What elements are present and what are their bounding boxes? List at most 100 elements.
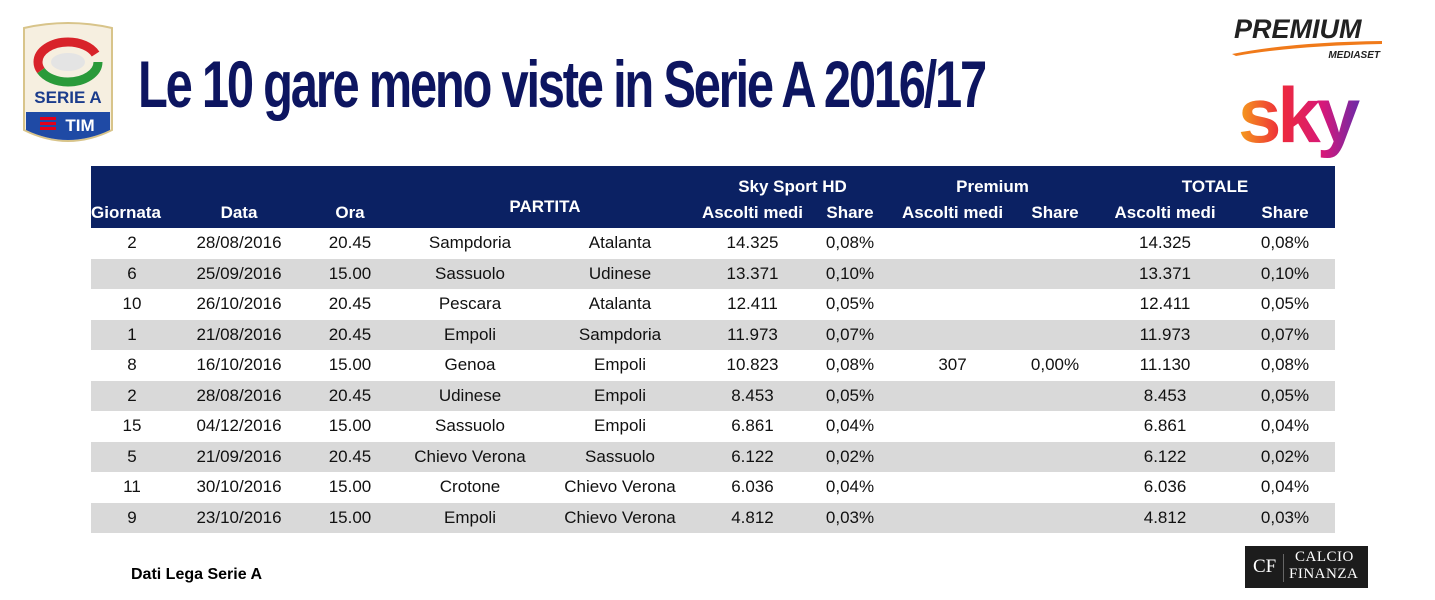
cell-home: Sassuolo	[435, 416, 505, 436]
least-watched-matches-table: Sky Sport HD Premium TOTALE Giornata Dat…	[91, 166, 1336, 533]
cell-tot-ascolti: 14.325	[1139, 233, 1192, 253]
cell-prem-share	[1015, 289, 1095, 320]
cell-sky-share: 0,02%	[810, 441, 891, 472]
cell-home: Pescara	[438, 294, 502, 314]
cf-monogram: CF	[1253, 556, 1277, 577]
cell-giornata: 11	[123, 477, 141, 497]
cell-tot-ascolti: 6.036	[1143, 477, 1187, 497]
cell-tot-ascolti: 11.130	[1139, 355, 1191, 375]
col-prem-share: Share	[1015, 197, 1096, 228]
premium-mediaset-logo: PREMIUM MEDIASET	[1232, 14, 1384, 62]
group-header-totale: TOTALE	[1095, 166, 1336, 197]
cell-giornata: 10	[122, 294, 142, 314]
cell-prem-ascolti	[890, 441, 1016, 472]
cell-data: 21/08/2016	[173, 319, 305, 350]
cell-ora: 20.45	[305, 441, 395, 472]
cell-prem-ascolti	[890, 502, 1016, 533]
table-row: 1 21/08/2016 20.45 Empoli Sampdoria 11.973 0,0…	[91, 319, 1336, 350]
cell-away: Sampdoria	[545, 319, 695, 350]
col-giornata: Giornata	[91, 197, 173, 228]
cell-giornata: 9	[91, 502, 173, 533]
cell-sky-ascolti: 10.823	[726, 355, 779, 375]
cell-away: Udinese	[545, 258, 695, 289]
col-data: Data	[173, 197, 305, 228]
cell-prem-ascolti	[890, 472, 1015, 503]
cell-sky-ascolti: 11.973	[695, 319, 810, 350]
cell-giornata: 2	[127, 233, 137, 253]
cell-tot-share: 0,10%	[1235, 258, 1336, 289]
cell-sky-share: 0,03%	[810, 502, 891, 533]
cell-away: Sassuolo	[545, 441, 695, 472]
cell-tot-share: 0,04%	[1260, 477, 1310, 497]
cell-giornata: 6	[91, 258, 173, 289]
data-source-note: Dati Lega Serie A	[131, 566, 263, 583]
cell-giornata: 2	[91, 380, 173, 411]
cell-tot-share: 0,04%	[1260, 416, 1310, 436]
cell-tot-ascolti: 13.371	[1095, 258, 1236, 289]
cell-giornata: 1	[91, 319, 173, 350]
col-sky-share: Share	[810, 197, 891, 228]
table-header-groups: Sky Sport HD Premium TOTALE	[91, 166, 1336, 197]
cell-home: Udinese	[395, 380, 545, 411]
cell-away: Atalanta	[588, 233, 652, 253]
cell-sky-share: 0,05%	[825, 294, 875, 314]
cell-away: Atalanta	[588, 294, 652, 314]
cell-sky-ascolti: 8.453	[695, 380, 810, 411]
table-row: 5 21/09/2016 20.45 Chievo Verona Sassuolo 6.1…	[91, 441, 1336, 472]
cell-ora: 15.00	[305, 502, 395, 533]
cell-ora: 15.00	[328, 477, 372, 497]
col-partita: PARTITA	[395, 197, 695, 228]
cell-prem-share	[1015, 441, 1096, 472]
cell-away: Empoli	[594, 416, 646, 436]
table-row: 11 30/10/2016 15.00 Crotone Chievo Verona 6.0…	[91, 472, 1335, 503]
cell-sky-ascolti: 14.325	[726, 233, 779, 253]
cell-prem-ascolti	[890, 319, 1016, 350]
serie-a-tim-logo: SERIE A TIM	[18, 20, 118, 148]
cell-data: 16/10/2016	[196, 355, 282, 375]
cell-home: Sassuolo	[395, 258, 545, 289]
cell-away: Chievo Verona	[564, 477, 676, 497]
cell-sky-share: 0,04%	[825, 416, 875, 436]
svg-text:sky: sky	[1238, 76, 1360, 159]
cell-home: Empoli	[395, 502, 545, 533]
cell-data: 21/09/2016	[173, 441, 305, 472]
calcio-finanza-logo: CF CALCIO FINANZA	[1245, 546, 1368, 588]
cell-tot-share: 0,08%	[1260, 233, 1310, 253]
cell-away: Empoli	[594, 355, 646, 375]
svg-text:TIM: TIM	[65, 116, 94, 135]
cell-giornata: 5	[91, 441, 173, 472]
cell-sky-ascolti: 6.122	[695, 441, 810, 472]
cell-data: 28/08/2016	[173, 380, 305, 411]
group-header-premium: Premium	[890, 166, 1096, 197]
cell-tot-ascolti: 6.122	[1095, 441, 1236, 472]
cell-prem-share	[1015, 319, 1096, 350]
cell-sky-share: 0,05%	[810, 380, 891, 411]
cell-tot-ascolti: 11.973	[1095, 319, 1236, 350]
cell-prem-share: 0,00%	[1030, 355, 1080, 375]
table-row: 9 23/10/2016 15.00 Empoli Chievo Verona 4.812…	[91, 502, 1336, 533]
cell-data: 28/08/2016	[196, 233, 282, 253]
cell-sky-ascolti: 4.812	[695, 502, 810, 533]
table-row: 2 28/08/2016 20.45 Sampdoria Atalanta 14.325 0…	[91, 228, 1335, 259]
cell-tot-share: 0,08%	[1260, 355, 1310, 375]
cell-sky-ascolti: 13.371	[695, 258, 810, 289]
cell-data: 30/10/2016	[196, 477, 282, 497]
logo-divider	[1283, 554, 1284, 582]
cell-data: 23/10/2016	[173, 502, 305, 533]
cell-tot-share: 0,03%	[1235, 502, 1336, 533]
cell-giornata: 8	[127, 355, 137, 375]
col-prem-ascolti: Ascolti medi	[890, 197, 1016, 228]
brand-line-1: CALCIO	[1295, 549, 1354, 565]
col-tot-ascolti: Ascolti medi	[1095, 197, 1236, 228]
cell-sky-share: 0,04%	[825, 477, 875, 497]
cell-ora: 20.45	[305, 319, 395, 350]
cell-ora: 15.00	[328, 355, 372, 375]
table-row: 6 25/09/2016 15.00 Sassuolo Udinese 13.371 0,1…	[91, 258, 1336, 289]
cell-tot-share: 0,05%	[1235, 380, 1336, 411]
cell-giornata: 15	[122, 416, 142, 436]
cell-sky-share: 0,10%	[810, 258, 891, 289]
cell-home: Genoa	[444, 355, 496, 375]
serie-a-shield-icon: SERIE A TIM	[23, 22, 113, 142]
col-ora: Ora	[305, 197, 395, 228]
cell-tot-ascolti: 8.453	[1095, 380, 1236, 411]
